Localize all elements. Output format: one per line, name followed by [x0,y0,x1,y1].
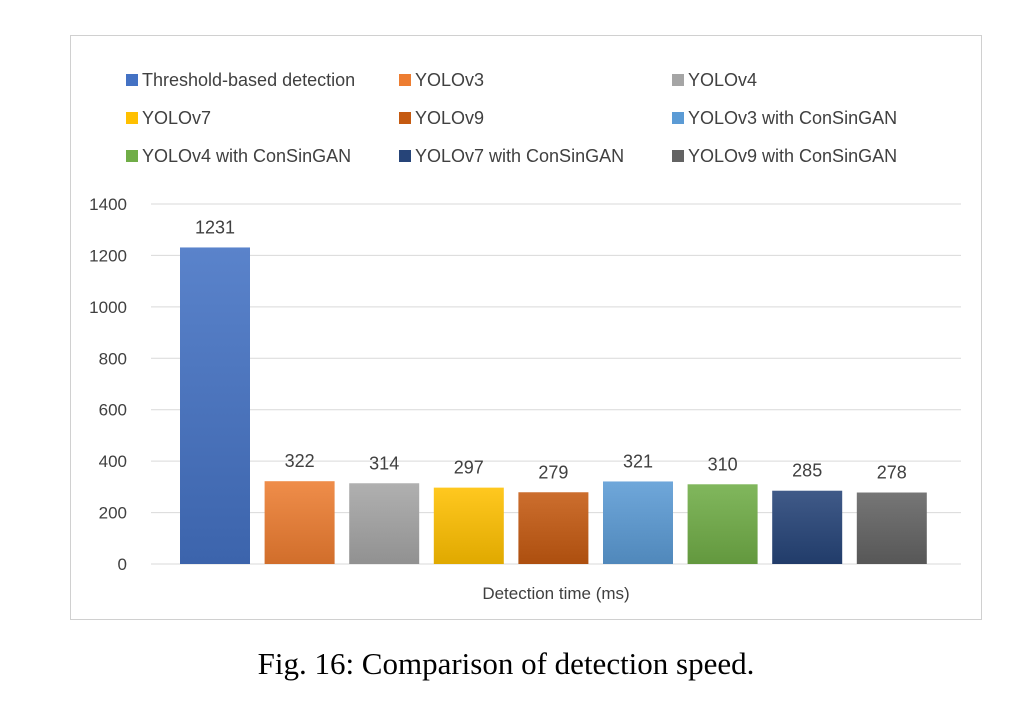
y-tick-label-400: 400 [99,452,127,471]
legend-label-yolov3-with-consingan: YOLOv3 with ConSinGAN [688,108,897,128]
bar-chart: Threshold-based detection YOLOv3 YOLOv4 YOL… [89,70,961,603]
y-axis-ticks: 0 200 400 600 800 1000 1200 1400 [89,195,127,574]
y-tick-label-600: 600 [99,401,127,420]
legend-label-yolov7: YOLOv7 [142,108,211,128]
y-tick-label-1000: 1000 [89,298,127,317]
legend-swatch-yolov7 [126,112,138,124]
legend-label-yolov7-with-consingan: YOLOv7 with ConSinGAN [415,146,624,166]
legend-swatch-yolov4-with-consingan [126,150,138,162]
data-label-threshold-based-detection: 1231 [195,217,235,237]
legend-label-yolov9: YOLOv9 [415,108,484,128]
legend-label-yolov3: YOLOv3 [415,70,484,90]
y-tick-label-200: 200 [99,504,127,523]
legend: Threshold-based detection YOLOv3 YOLOv4 YOL… [126,70,897,166]
bar-yolov3-with-consingan [603,481,673,564]
bar-yolov9 [518,492,589,564]
legend-label-threshold-based-detection: Threshold-based detection [142,70,355,90]
legend-swatch-yolov9 [399,112,411,124]
legend-swatch-threshold-based-detection [126,74,138,86]
data-label-yolov7: 297 [454,458,484,478]
data-label-yolov9: 279 [538,462,568,482]
y-tick-label-0: 0 [118,555,127,574]
legend-label-yolov9-with-consingan: YOLOv9 with ConSinGAN [688,146,897,166]
y-tick-label-800: 800 [99,349,127,368]
legend-label-yolov4-with-consingan: YOLOv4 with ConSinGAN [142,146,351,166]
bar-yolov4-with-consingan [687,484,758,564]
data-label-yolov9-with-consingan: 278 [877,463,907,483]
bars [180,247,927,564]
bar-yolov3 [264,481,335,564]
bar-yolov4 [349,483,420,564]
bar-yolov9-with-consingan [856,492,927,564]
bar-yolov7 [433,487,504,564]
legend-swatch-yolov9-with-consingan [672,150,684,162]
legend-swatch-yolov3 [399,74,411,86]
data-label-yolov7-with-consingan: 285 [792,461,822,481]
data-label-yolov3-with-consingan: 321 [623,451,653,471]
y-tick-label-1400: 1400 [89,195,127,214]
x-axis-title: Detection time (ms) [482,584,629,603]
legend-swatch-yolov4 [672,74,684,86]
data-labels: 1231 322 314 297 279 321 310 285 278 [195,217,907,482]
legend-label-yolov4: YOLOv4 [688,70,757,90]
y-tick-label-1200: 1200 [89,246,127,265]
data-label-yolov3: 322 [285,451,315,471]
legend-swatch-yolov3-with-consingan [672,112,684,124]
data-label-yolov4-with-consingan: 310 [708,454,738,474]
bar-threshold-based-detection [180,247,250,564]
data-label-yolov4: 314 [369,453,399,473]
figure-caption: Fig. 16: Comparison of detection speed. [257,646,755,681]
bar-yolov7-with-consingan [772,490,843,564]
legend-swatch-yolov7-with-consingan [399,150,411,162]
chart-frame: Threshold-based detection YOLOv3 YOLOv4 YOL… [70,35,982,620]
